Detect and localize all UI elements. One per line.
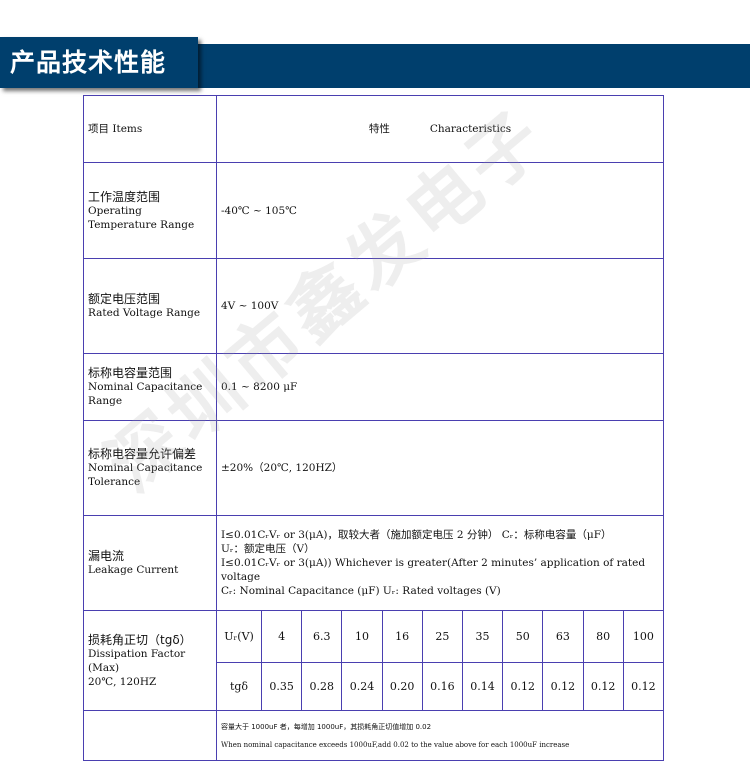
leakage-value: I≤0.01CᵣVᵣ or 3(μA)，取较大者（施加额定电压 2 分钟） Cᵣ… — [216, 515, 664, 611]
voltage-cell: 16 — [381, 610, 423, 663]
note-cn: 容量大于 1000uF 者，每增加 1000uF，其损耗角正切值增加 0.02 — [221, 722, 432, 731]
empty-cell — [83, 710, 217, 761]
section-title: 产品技术性能 — [0, 37, 198, 88]
voltage-cell: 6.3 — [301, 610, 343, 663]
table-row: 工作温度范围 Operating Temperature Range -40℃ ~… — [83, 162, 664, 259]
label-en: Nominal Capacitance Range — [88, 381, 203, 407]
tg-cell: 0.14 — [461, 662, 504, 711]
tg-cell: 0.12 — [582, 662, 624, 711]
row-label: 工作温度范围 Operating Temperature Range — [83, 162, 217, 259]
tg-cell: 0.28 — [301, 662, 343, 711]
table-header-row: 项目 Items 特性 Characteristics — [83, 95, 664, 163]
tg-cell: 0.24 — [341, 662, 383, 711]
tg-cell: 0.35 — [260, 662, 303, 711]
voltage-row: 损耗角正切（tgδ） Dissipation Factor (Max) 20℃, 1… — [83, 610, 665, 711]
tg-cell: 0.12 — [622, 662, 665, 711]
label-cn: 损耗角正切（tgδ） — [88, 632, 192, 647]
tg-cell: 0.16 — [421, 662, 463, 711]
table-row: 额定电压范围 Rated Voltage Range 4V ~ 100V — [83, 258, 664, 354]
label-cn: 漏电流 — [88, 549, 125, 563]
row-value: -40℃ ~ 105℃ — [216, 162, 664, 259]
label-en: Operating Temperature Range — [88, 204, 195, 231]
row-label: 漏电流 Leakage Current — [83, 515, 217, 611]
row-label: 损耗角正切（tgδ） Dissipation Factor (Max) 20℃, 1… — [83, 610, 217, 711]
leakage-line: Uᵣ：额定电压（V） — [221, 543, 315, 555]
label-en: Dissipation Factor (Max) — [88, 647, 186, 674]
table-row: 标称电容量允许偏差 Nominal Capacitance Tolerance ±… — [83, 420, 664, 516]
tg-cell: 0.12 — [542, 662, 584, 711]
leakage-row: 漏电流 Leakage Current I≤0.01CᵣVᵣ or 3(μA)，取… — [83, 515, 664, 611]
note-en: When nominal capacitance exceeds 1000uF,… — [221, 740, 570, 749]
tg-cell: 0.20 — [381, 662, 423, 711]
note-row: 容量大于 1000uF 者，每增加 1000uF，其损耗角正切值增加 0.02 W… — [83, 710, 664, 761]
spec-table: 项目 Items 特性 Characteristics 工作温度范围 Operati… — [83, 95, 665, 761]
voltage-cell: 80 — [582, 610, 624, 663]
leakage-line: I≤0.01CᵣVᵣ or 3(μA)，取较大者（施加额定电压 2 分钟） Cᵣ… — [221, 529, 612, 541]
voltage-cell: 35 — [461, 610, 504, 663]
tg-row: tgδ 0.35 0.28 0.24 0.20 0.16 0.14 0.12 0.12 0.12… — [84, 662, 665, 711]
label-en: Rated Voltage Range — [88, 307, 201, 319]
note-cell: 容量大于 1000uF 者，每增加 1000uF，其损耗角正切值增加 0.02 W… — [216, 710, 664, 761]
label-cond: 20℃, 120HZ — [88, 675, 157, 688]
voltage-cell: 10 — [341, 610, 383, 663]
voltage-cell: 50 — [502, 610, 544, 663]
row-value: 4V ~ 100V — [216, 258, 664, 354]
leakage-line: I≤0.01CᵣVᵣ or 3(μA)) Whichever is greate… — [221, 557, 646, 583]
label-cn: 工作温度范围 — [88, 189, 161, 204]
row-value: 0.1 ~ 8200 μF — [216, 353, 664, 421]
row-label: 标称电容量范围 Nominal Capacitance Range — [83, 353, 217, 421]
label-cn: 标称电容量允许偏差 — [88, 447, 197, 461]
voltage-cell: 63 — [542, 610, 584, 663]
label-cn: 额定电压范围 — [88, 292, 161, 306]
row-label: 标称电容量允许偏差 Nominal Capacitance Tolerance — [83, 420, 217, 516]
table-row: 标称电容量范围 Nominal Capacitance Range 0.1 ~ 8… — [83, 353, 664, 421]
tg-cell: 0.12 — [502, 662, 544, 711]
items-header: 项目 Items — [83, 95, 217, 163]
leakage-line: Cᵣ: Nominal Capacitance (μF) Uᵣ: Rated v… — [221, 585, 501, 597]
characteristics-header: 特性 Characteristics — [216, 95, 664, 163]
voltage-cell: 4 — [260, 610, 303, 663]
tg-label: tgδ — [216, 662, 262, 711]
ur-label: Uᵣ(V) — [216, 610, 262, 663]
row-label: 额定电压范围 Rated Voltage Range — [83, 258, 217, 354]
voltage-cell: 100 — [622, 610, 665, 663]
char-en: Characteristics — [429, 123, 512, 135]
voltage-cell: 25 — [421, 610, 463, 663]
label-en: Leakage Current — [88, 564, 179, 576]
row-value: ±20%（20℃, 120HZ） — [216, 420, 664, 516]
label-en: Nominal Capacitance Tolerance — [88, 462, 203, 488]
char-cn: 特性 — [368, 123, 390, 135]
label-cn: 标称电容量范围 — [88, 366, 173, 380]
